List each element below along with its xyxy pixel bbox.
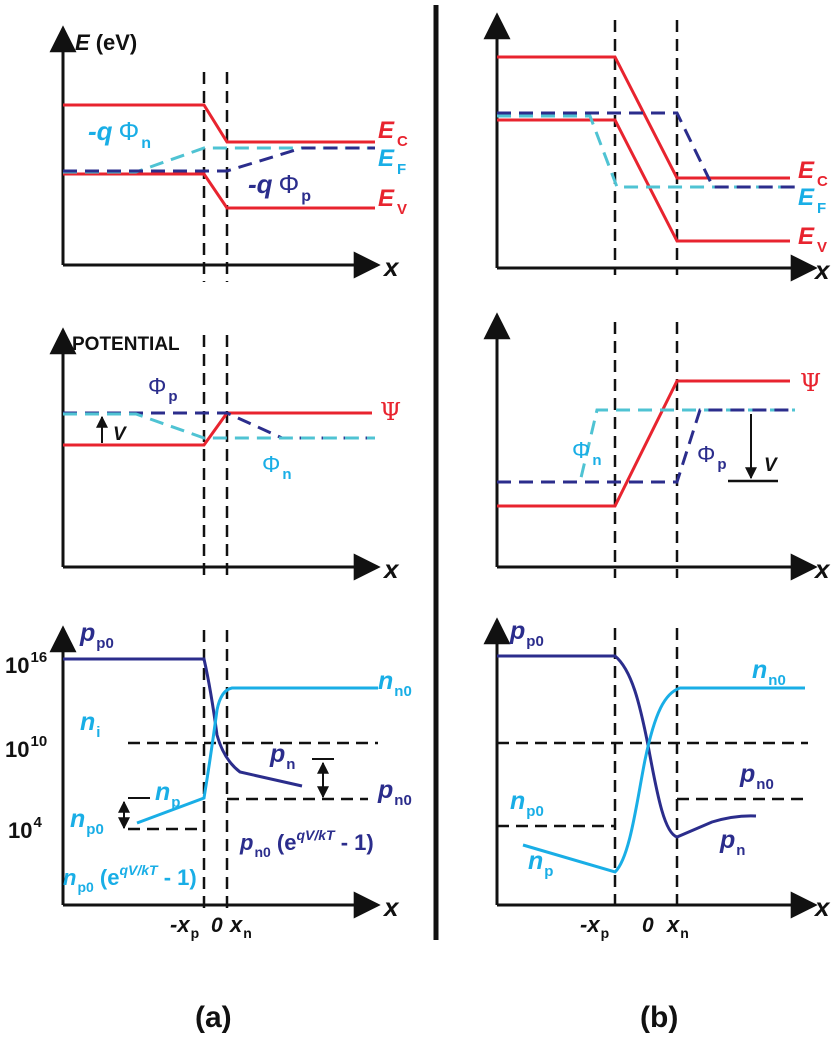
pn-label: pn [719, 826, 745, 859]
psi-label: Ψ [380, 398, 401, 426]
caption-b: (b) [640, 1001, 678, 1034]
x-axis-label: x [382, 554, 400, 584]
np0-injection-expression: np0 (eqV/kT - 1) [63, 862, 197, 895]
electron-quasi-fermi-potential [497, 408, 795, 484]
electron-concentration [522, 686, 805, 874]
electron-quasi-fermi-level [63, 146, 375, 174]
electron-concentration [136, 686, 378, 825]
energy-unit: (eV) [96, 30, 138, 55]
hole-quasi-fermi-level [63, 146, 375, 173]
np0-label: np0 [510, 787, 544, 820]
tick-label-1e4: 104 [8, 814, 42, 843]
xp-tick-label: -xp [580, 912, 609, 941]
pp0-label: pp0 [79, 619, 114, 652]
np0-label: np0 [70, 805, 104, 838]
xp-tick-label: -xp [170, 912, 199, 941]
conduction-band-edge [63, 103, 375, 144]
x-axis-label: x [382, 892, 400, 922]
electrostatic-potential [497, 379, 790, 508]
electron-quasi-fermi-potential [63, 412, 375, 440]
electrostatic-potential [63, 411, 372, 447]
xn-tick-label: xn [666, 912, 689, 941]
valence-band-edge [497, 118, 790, 243]
pn0-label: pn0 [377, 776, 412, 809]
conduction-band-edge [497, 55, 790, 180]
x-axis-label: x [813, 255, 831, 285]
energy-axis-label: E (eV) [75, 30, 137, 55]
carrier-diagram-a: x 1016 1010 104 pp0 nn0 ni pn [5, 619, 412, 941]
pp0-label: pp0 [509, 617, 544, 650]
x-axis-label: x [382, 252, 400, 282]
psi-label: Ψ [800, 369, 821, 397]
v-label: V [764, 455, 778, 476]
potential-axis-label: POTENTIAL [72, 334, 180, 355]
hole-concentration [63, 657, 303, 788]
zero-tick-label: 0 [642, 914, 654, 937]
nn0-label: nn0 [378, 667, 412, 700]
tick-label-1e10: 1010 [5, 733, 47, 762]
hole-concentration [497, 654, 757, 839]
electron-quasi-fermi-level [497, 114, 795, 189]
x-axis-label: x [813, 892, 831, 922]
x-axis-label: x [813, 554, 831, 584]
ni-label: ni [80, 708, 100, 741]
pn0-injection-expression: pn0 (eqV/kT - 1) [239, 827, 374, 860]
np-label: np [528, 847, 553, 880]
caption-a: (a) [195, 1001, 232, 1034]
valence-band-edge [63, 172, 375, 210]
np-label: np [155, 778, 180, 811]
v-label: V [113, 424, 127, 445]
carrier-diagram-b: x pp0 nn0 pn0 np0 np pn -xp 0 [483, 617, 831, 941]
xn-tick-label: xn [229, 912, 252, 941]
tick-label-1e16: 1016 [5, 649, 47, 678]
nn0-label: nn0 [752, 656, 786, 689]
energy-symbol: E [75, 30, 91, 55]
hole-quasi-fermi-potential [497, 408, 795, 484]
zero-tick-label: 0 [211, 914, 223, 937]
hole-quasi-fermi-level [497, 111, 795, 189]
pn0-label: pn0 [739, 760, 774, 793]
pn-label: pn [269, 740, 295, 773]
